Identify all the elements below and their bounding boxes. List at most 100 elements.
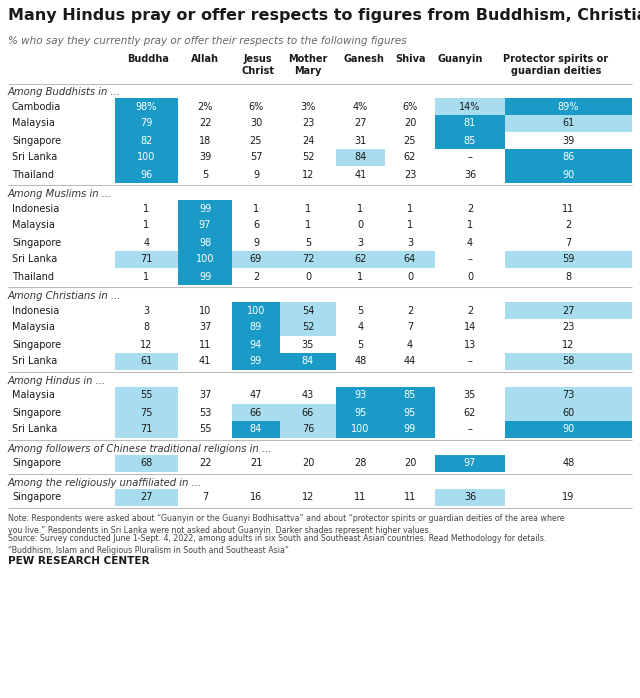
Text: 2: 2	[467, 204, 473, 214]
Text: Buddha: Buddha	[127, 54, 169, 64]
Text: Singapore: Singapore	[12, 237, 61, 248]
Text: 8: 8	[565, 272, 572, 281]
Bar	[115, 489, 178, 506]
Text: PEW RESEARCH CENTER: PEW RESEARCH CENTER	[8, 556, 150, 566]
Text: –: –	[468, 255, 472, 265]
Text: 52: 52	[301, 152, 314, 163]
Text: 85: 85	[404, 390, 416, 401]
Text: 48: 48	[355, 357, 367, 366]
Bar	[505, 251, 632, 268]
Text: Thailand: Thailand	[12, 272, 54, 281]
Text: 75: 75	[140, 408, 153, 417]
Bar	[178, 234, 232, 251]
Text: Singapore: Singapore	[12, 493, 61, 503]
Text: 25: 25	[404, 135, 416, 145]
Text: Many Hindus pray or offer respects to figures from Buddhism, Christianity, Islam: Many Hindus pray or offer respects to fi…	[8, 8, 640, 23]
Bar	[232, 404, 280, 421]
Text: Among Buddhists in ...: Among Buddhists in ...	[8, 87, 121, 97]
Text: 9: 9	[253, 170, 259, 179]
Text: Indonesia: Indonesia	[12, 204, 60, 214]
Text: 1: 1	[467, 221, 473, 230]
Bar	[505, 302, 632, 319]
Text: 89: 89	[250, 322, 262, 332]
Text: 97: 97	[199, 221, 211, 230]
Text: 55: 55	[140, 390, 153, 401]
Bar	[435, 489, 505, 506]
Text: 82: 82	[140, 135, 153, 145]
Bar	[115, 455, 178, 472]
Text: 4: 4	[407, 339, 413, 350]
Text: 7: 7	[565, 237, 572, 248]
Text: 27: 27	[355, 119, 367, 128]
Text: 4: 4	[467, 237, 473, 248]
Text: Ganesh: Ganesh	[344, 54, 385, 64]
Text: 36: 36	[464, 493, 476, 503]
Text: 24: 24	[302, 135, 314, 145]
Text: 84: 84	[302, 357, 314, 366]
Text: 19: 19	[563, 493, 575, 503]
Text: Sri Lanka: Sri Lanka	[12, 255, 57, 265]
Text: 3: 3	[407, 237, 413, 248]
Text: 4: 4	[143, 237, 150, 248]
Text: 9: 9	[253, 237, 259, 248]
Text: Note: Respondents were asked about “Guanyin or the Guanyi Bodhisattva” and about: Note: Respondents were asked about “Guan…	[8, 514, 564, 535]
Bar	[178, 268, 232, 285]
Bar	[385, 404, 435, 421]
Text: 30: 30	[250, 119, 262, 128]
Bar	[115, 166, 178, 183]
Bar	[385, 421, 435, 438]
Bar	[336, 404, 385, 421]
Bar	[115, 387, 178, 404]
Text: 99: 99	[404, 424, 416, 434]
Bar	[505, 387, 632, 404]
Bar	[115, 115, 178, 132]
Bar	[178, 251, 232, 268]
Text: 22: 22	[199, 119, 211, 128]
Text: 28: 28	[355, 459, 367, 468]
Bar	[115, 98, 178, 115]
Text: 94: 94	[250, 339, 262, 350]
Text: Indonesia: Indonesia	[12, 306, 60, 315]
Text: % who say they currently pray or offer their respects to the following figures: % who say they currently pray or offer t…	[8, 36, 406, 46]
Text: 6%: 6%	[403, 101, 418, 112]
Text: 3: 3	[357, 237, 364, 248]
Text: 93: 93	[355, 390, 367, 401]
Text: 1: 1	[253, 204, 259, 214]
Text: 12: 12	[302, 493, 314, 503]
Text: 6%: 6%	[248, 101, 264, 112]
Bar	[232, 302, 280, 319]
Text: 1: 1	[407, 221, 413, 230]
Bar	[435, 132, 505, 149]
Text: Malaysia: Malaysia	[12, 322, 55, 332]
Text: Thailand: Thailand	[12, 170, 54, 179]
Text: 52: 52	[301, 322, 314, 332]
Text: Malaysia: Malaysia	[12, 119, 55, 128]
Text: 5: 5	[357, 339, 364, 350]
Text: 1: 1	[407, 204, 413, 214]
Text: Allah: Allah	[191, 54, 219, 64]
Text: 60: 60	[563, 408, 575, 417]
Text: Among Muslims in ...: Among Muslims in ...	[8, 189, 112, 199]
Text: 18: 18	[199, 135, 211, 145]
Text: 35: 35	[464, 390, 476, 401]
Bar	[115, 251, 178, 268]
Text: 5: 5	[357, 306, 364, 315]
Text: 1: 1	[143, 221, 150, 230]
Text: 11: 11	[355, 493, 367, 503]
Text: Sri Lanka: Sri Lanka	[12, 152, 57, 163]
Text: 48: 48	[563, 459, 575, 468]
Text: 66: 66	[250, 408, 262, 417]
Text: 53: 53	[199, 408, 211, 417]
Text: 2: 2	[467, 306, 473, 315]
Text: –: –	[468, 152, 472, 163]
Text: 47: 47	[250, 390, 262, 401]
Text: 1: 1	[357, 272, 364, 281]
Text: 64: 64	[404, 255, 416, 265]
Text: Mother
Mary: Mother Mary	[288, 54, 328, 75]
Text: 69: 69	[250, 255, 262, 265]
Text: 10: 10	[199, 306, 211, 315]
Text: 2: 2	[253, 272, 259, 281]
Text: 90: 90	[563, 170, 575, 179]
Text: Singapore: Singapore	[12, 408, 61, 417]
Text: 37: 37	[199, 390, 211, 401]
